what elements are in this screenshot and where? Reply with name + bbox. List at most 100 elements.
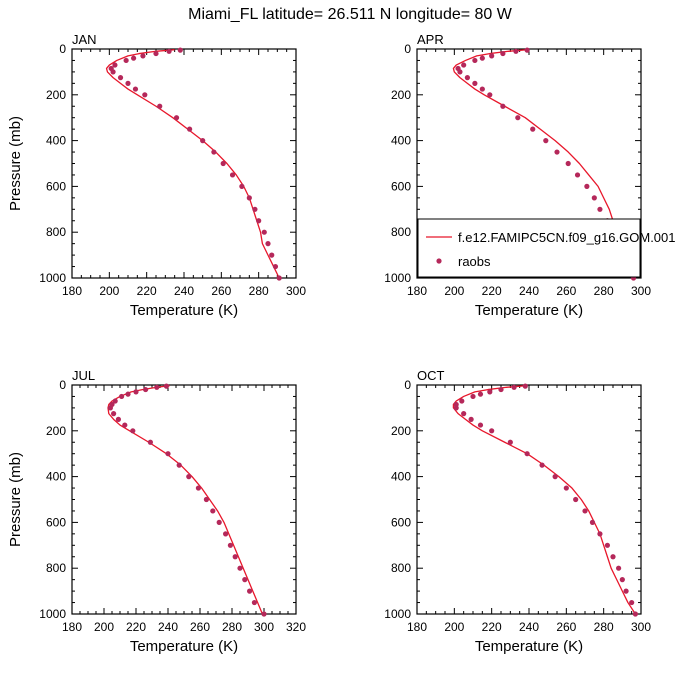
panel-apr-raobs-point [584, 184, 589, 189]
panel-jul-ytick-label: 1000 [39, 607, 66, 621]
panel-jul-ytick-label: 600 [46, 515, 66, 529]
panel-oct-raobs-point [454, 405, 459, 410]
panel-apr-raobs-point [500, 104, 505, 109]
legend-model-label: f.e12.FAMIPC5CN.f09_g16.GOM.001 [458, 230, 676, 245]
panel-jul-xtick-label: 300 [254, 620, 274, 634]
panel-apr-title: APR [417, 32, 444, 47]
panel-oct-ytick-label: 200 [391, 424, 411, 438]
panel-oct-raobs-point [511, 385, 516, 390]
panel-jul-raobs-point [186, 474, 191, 479]
panel-apr-xlabel: Temperature (K) [475, 302, 583, 319]
panel-jan-xtick-label: 300 [286, 284, 306, 298]
panel-jan-raobs-point [174, 115, 179, 120]
panel-jul-raobs-point [228, 543, 233, 548]
panel-oct-xtick-label: 240 [519, 620, 539, 634]
panel-jul-xtick-label: 240 [158, 620, 178, 634]
panel-jan-raobs-point [252, 207, 257, 212]
panel-oct-raobs-point [590, 520, 595, 525]
panel-oct-raobs-point [525, 451, 530, 456]
legend-obs-swatch [436, 258, 441, 263]
panel-jul-raobs-point [143, 387, 148, 392]
panel-apr-raobs-point [465, 75, 470, 80]
panel-jul-raobs-point [261, 611, 266, 616]
panel-jan-xtick-label: 280 [249, 284, 269, 298]
panel-apr-raobs-point [575, 172, 580, 177]
panel-apr-raobs-point [472, 58, 477, 63]
panel-apr-raobs-point [500, 51, 505, 56]
panel-jan-raobs-point [157, 104, 162, 109]
panel-jul-ytick-label: 200 [46, 424, 66, 438]
panel-jul-raobs-point [233, 554, 238, 559]
panel-oct-raobs-point [564, 485, 569, 490]
panel-jul-xtick-label: 320 [286, 620, 306, 634]
panel-oct-raobs-point [470, 394, 475, 399]
panel-jul-xtick-label: 260 [190, 620, 210, 634]
panel-jan-raobs-point [273, 264, 278, 269]
panel-oct-xtick-label: 180 [407, 620, 427, 634]
panel-jul-raobs-point [119, 394, 124, 399]
panel-jul-ytick-label: 0 [59, 378, 66, 392]
panel-oct-xtick-label: 260 [556, 620, 576, 634]
panel-oct-raobs-point [633, 611, 638, 616]
panel-jul-raobs-point [247, 589, 252, 594]
panel-jan-raobs-point [187, 127, 192, 132]
panel-jan-raobs-point [211, 149, 216, 154]
panel-oct-raobs-point [539, 463, 544, 468]
panel-jan-xtick-label: 240 [174, 284, 194, 298]
panel-oct-xtick-label: 300 [631, 620, 651, 634]
panel-jul-xtick-label: 220 [126, 620, 146, 634]
panel-apr-xtick-label: 240 [519, 284, 539, 298]
panel-jan-raobs-point [131, 56, 136, 61]
panel-oct-xtick-label: 280 [594, 620, 614, 634]
legend: f.e12.FAMIPC5CN.f09_g16.GOM.001raobs [418, 219, 676, 277]
panel-jul-raobs-point [133, 389, 138, 394]
panel-jul-raobs-point [122, 422, 127, 427]
panel-jul-raobs-point [196, 485, 201, 490]
panel-oct-raobs-point [478, 422, 483, 427]
panel-jul-xtick-label: 280 [222, 620, 242, 634]
panel-jan-xtick-label: 180 [62, 284, 82, 298]
legend-obs-label: raobs [458, 254, 491, 269]
panel-jul-xtick-label: 200 [94, 620, 114, 634]
panel-oct-ytick-label: 1000 [384, 607, 411, 621]
panel-oct-ytick-label: 400 [391, 470, 411, 484]
panel-jul-raobs-point [164, 384, 169, 389]
figure: Miami_FL latitude= 26.511 N longitude= 8… [0, 0, 700, 700]
panel-oct-raobs-point [487, 389, 492, 394]
panel-apr-raobs-point [592, 195, 597, 200]
panel-oct-raobs-point [523, 384, 528, 389]
panel-apr-xtick-label: 260 [556, 284, 576, 298]
panel-apr-raobs-point [566, 161, 571, 166]
panel-oct-raobs-point [616, 566, 621, 571]
panel-jul-xlabel: Temperature (K) [130, 638, 238, 655]
panel-oct-raobs-point [582, 508, 587, 513]
panel-jul-raobs-point [223, 531, 228, 536]
panel-oct-raobs-point [553, 474, 558, 479]
panel-oct-xlabel: Temperature (K) [475, 638, 583, 655]
panel-apr-xtick-label: 200 [444, 284, 464, 298]
panel-oct-raobs-point [597, 531, 602, 536]
panel-jan-ytick-label: 600 [46, 179, 66, 193]
panel-jan-raobs-point [178, 48, 183, 53]
panel-jul-raobs-point [148, 440, 153, 445]
panel-oct-raobs-point [508, 440, 513, 445]
panel-apr-xtick-label: 300 [631, 284, 651, 298]
panel-jul-raobs-point [217, 520, 222, 525]
panel-apr-raobs-point [472, 81, 477, 86]
panel-jul-ytick-label: 400 [46, 470, 66, 484]
panel-oct-xtick-label: 200 [444, 620, 464, 634]
panel-oct-xtick-label: 220 [482, 620, 502, 634]
panel-apr-ytick-label: 800 [391, 225, 411, 239]
panel-jul-raobs-point [237, 566, 242, 571]
figure-background [0, 0, 700, 700]
panel-oct-title: OCT [417, 368, 445, 383]
panel-jan-raobs-point [153, 51, 158, 56]
panel-jul-raobs-point [210, 508, 215, 513]
panel-jul-raobs-point [154, 385, 159, 390]
panel-jan-raobs-point [140, 53, 145, 58]
panel-oct-raobs-point [469, 417, 474, 422]
panel-jan-raobs-point [142, 92, 147, 97]
panel-oct-raobs-point [498, 387, 503, 392]
panel-jan-raobs-point [221, 161, 226, 166]
panel-jan-raobs-point [262, 230, 267, 235]
